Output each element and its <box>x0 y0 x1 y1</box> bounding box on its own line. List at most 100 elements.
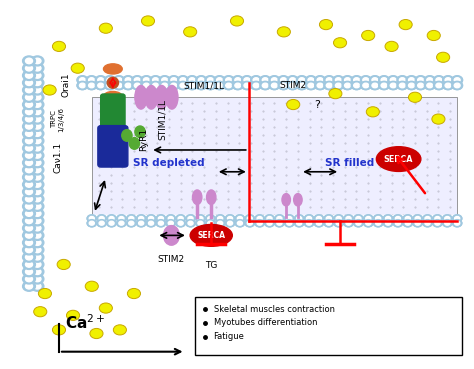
Circle shape <box>443 220 452 227</box>
Circle shape <box>342 81 353 90</box>
Circle shape <box>294 220 304 227</box>
Circle shape <box>346 221 351 225</box>
Circle shape <box>370 76 380 84</box>
Circle shape <box>345 83 350 88</box>
Circle shape <box>453 220 462 227</box>
Circle shape <box>385 217 391 220</box>
Circle shape <box>23 63 36 73</box>
Circle shape <box>299 78 305 82</box>
Circle shape <box>385 221 391 225</box>
Circle shape <box>98 83 104 88</box>
Circle shape <box>138 217 144 220</box>
Circle shape <box>34 175 41 180</box>
Ellipse shape <box>122 130 132 141</box>
Circle shape <box>23 129 36 139</box>
Circle shape <box>255 215 264 222</box>
Circle shape <box>443 215 452 222</box>
Circle shape <box>26 124 33 129</box>
Circle shape <box>216 220 225 227</box>
Circle shape <box>260 76 271 84</box>
Ellipse shape <box>376 147 421 172</box>
Circle shape <box>257 217 262 220</box>
Circle shape <box>216 220 225 227</box>
Circle shape <box>31 107 44 117</box>
Circle shape <box>208 78 213 82</box>
Circle shape <box>80 83 85 88</box>
Circle shape <box>196 215 205 222</box>
Circle shape <box>129 221 134 225</box>
Text: SR depleted: SR depleted <box>133 158 205 168</box>
Circle shape <box>287 81 298 90</box>
Circle shape <box>23 245 36 255</box>
Text: Skeletal muscles contraction: Skeletal muscles contraction <box>214 305 335 314</box>
Ellipse shape <box>103 92 122 101</box>
Circle shape <box>89 83 94 88</box>
Circle shape <box>235 78 241 82</box>
Circle shape <box>364 220 373 227</box>
Circle shape <box>217 83 222 88</box>
Circle shape <box>333 81 344 90</box>
Circle shape <box>307 221 311 225</box>
Circle shape <box>306 76 316 84</box>
Circle shape <box>388 76 399 84</box>
Circle shape <box>23 136 36 146</box>
Circle shape <box>275 220 284 227</box>
Circle shape <box>137 215 146 222</box>
Circle shape <box>146 215 155 222</box>
Circle shape <box>427 78 433 82</box>
Circle shape <box>269 81 280 90</box>
Circle shape <box>26 131 33 137</box>
Circle shape <box>354 215 363 222</box>
Circle shape <box>230 16 244 26</box>
Circle shape <box>443 81 453 90</box>
Circle shape <box>316 217 321 220</box>
Circle shape <box>406 76 417 84</box>
Circle shape <box>104 81 115 90</box>
Circle shape <box>31 201 44 211</box>
Circle shape <box>23 230 36 240</box>
Circle shape <box>119 217 124 220</box>
Circle shape <box>336 78 341 82</box>
Circle shape <box>363 83 369 88</box>
Bar <box>23 61 44 286</box>
Circle shape <box>31 165 44 175</box>
Circle shape <box>287 81 298 90</box>
Circle shape <box>99 217 104 220</box>
Circle shape <box>31 129 44 139</box>
Circle shape <box>287 217 292 220</box>
Circle shape <box>297 221 302 225</box>
Circle shape <box>168 217 173 220</box>
Circle shape <box>23 92 36 102</box>
Circle shape <box>306 76 316 84</box>
Circle shape <box>290 83 296 88</box>
Circle shape <box>98 78 104 82</box>
Circle shape <box>148 221 154 225</box>
Circle shape <box>366 217 371 220</box>
Circle shape <box>395 221 401 225</box>
Circle shape <box>314 220 324 227</box>
Circle shape <box>156 215 165 222</box>
Circle shape <box>342 81 353 90</box>
Circle shape <box>336 217 341 220</box>
Circle shape <box>406 81 417 90</box>
Circle shape <box>77 76 88 84</box>
Circle shape <box>363 83 369 88</box>
Text: STIM1/1L: STIM1/1L <box>184 81 225 90</box>
Circle shape <box>253 78 259 82</box>
Circle shape <box>150 76 161 84</box>
Circle shape <box>198 217 203 220</box>
Circle shape <box>34 116 41 122</box>
Circle shape <box>370 81 380 90</box>
Circle shape <box>235 83 241 88</box>
Circle shape <box>253 78 259 82</box>
Circle shape <box>275 215 284 222</box>
Circle shape <box>400 83 405 88</box>
Circle shape <box>26 87 33 93</box>
Circle shape <box>34 153 41 158</box>
Circle shape <box>423 215 432 222</box>
Circle shape <box>237 217 243 220</box>
Circle shape <box>334 38 346 48</box>
Circle shape <box>87 215 96 222</box>
Circle shape <box>395 221 401 225</box>
Text: Caν1.1: Caν1.1 <box>54 142 63 173</box>
